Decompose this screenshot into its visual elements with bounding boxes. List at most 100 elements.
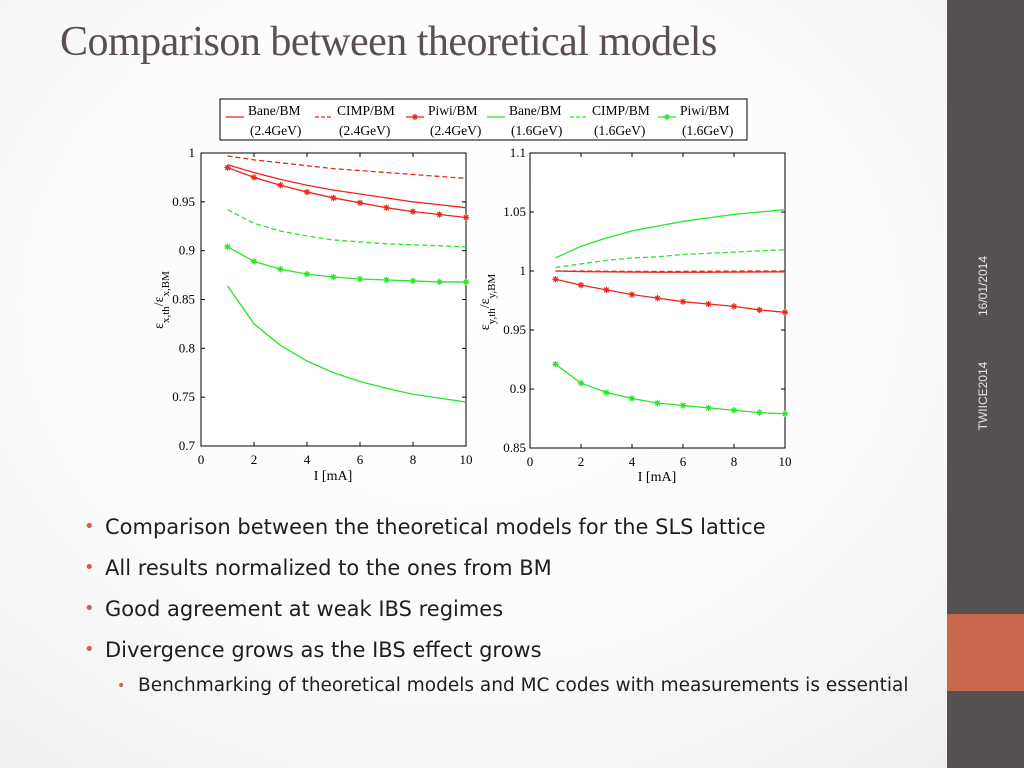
star-marker (277, 182, 284, 189)
series-line (227, 209, 467, 248)
star-marker (679, 298, 687, 305)
legend-entry: Piwi/BM (1.6GeV) (658, 103, 733, 138)
x-tick-label: 10 (460, 452, 473, 467)
star-marker (330, 273, 337, 281)
star-marker (462, 278, 470, 286)
bullet-dot: • (84, 516, 95, 537)
star-marker (383, 276, 390, 284)
star-marker (577, 281, 585, 289)
star-marker (224, 164, 231, 171)
series-line (555, 278, 786, 313)
x-tick-label: 0 (527, 454, 534, 469)
x-tick-label: 6 (680, 454, 687, 469)
bullet-text: All results normalized to the ones from … (105, 556, 552, 580)
series-line (555, 270, 786, 273)
star-marker (303, 188, 311, 196)
x-tick-label: 4 (304, 452, 311, 467)
bullet-dot: • (117, 678, 126, 694)
star-marker (552, 361, 559, 368)
x-tick-label: 8 (410, 452, 417, 467)
y-tick-label: 1 (520, 263, 527, 278)
x-tick-label: 2 (578, 454, 585, 469)
star-marker (224, 243, 231, 250)
legend-sublabel: (1.6GeV) (511, 123, 562, 138)
legend-label: Piwi/BM (680, 103, 730, 118)
x-tick-label: 8 (731, 454, 738, 469)
series-line (227, 246, 466, 283)
star-marker (436, 278, 443, 286)
legend-entry: CIMP/BM (2.4GeV) (315, 103, 395, 138)
sidebar-accent-block (947, 614, 1024, 691)
star-marker (409, 208, 417, 215)
star-marker (250, 258, 258, 265)
left-ylabel: εx,th/εx,BM (152, 271, 172, 329)
y-tick-label: 1 (189, 145, 196, 160)
star-marker (730, 303, 738, 310)
side-date: 16/01/2014 (976, 255, 990, 317)
star-marker (436, 211, 443, 218)
y-tick-label: 0.85 (503, 440, 526, 455)
legend-sublabel: (1.6GeV) (682, 123, 733, 138)
bullet-text: Divergence grows as the IBS effect grows (105, 638, 542, 662)
star-marker (730, 407, 738, 414)
x-tick-label: 2 (251, 452, 258, 467)
star-marker (679, 402, 687, 409)
star-marker (628, 395, 636, 402)
y-tick-label: 0.7 (179, 438, 196, 453)
plot-y-emittance: 0 2 4 6 8 10 0.85 0.9 0.95 1 1.05 1.1 I [mA] εy,th/… (478, 145, 792, 485)
x-tick-label: 4 (629, 454, 636, 469)
bullet-dot: • (84, 557, 95, 578)
y-tick-label: 1.1 (510, 145, 526, 160)
star-marker (303, 270, 311, 278)
legend-sublabel: (2.4GeV) (339, 123, 390, 138)
star-marker (654, 294, 661, 302)
legend-entry: CIMP/BM (1.6GeV) (570, 103, 650, 138)
right-xlabel: I [mA] (638, 470, 677, 485)
side-event: TWIICE2014 (976, 361, 990, 431)
legend-label: Bane/BM (248, 103, 301, 118)
star-marker (356, 199, 364, 207)
star-marker (277, 266, 284, 273)
star-marker (756, 306, 763, 314)
star-marker (462, 214, 470, 221)
legend-label: CIMP/BM (337, 103, 395, 118)
y-tick-label: 0.9 (179, 243, 195, 258)
star-marker (603, 286, 610, 294)
bullet-item: • Good agreement at weak IBS regimes (84, 594, 914, 624)
bullet-item: • Divergence grows as the IBS effect grow… (84, 635, 914, 665)
y-tick-label: 0.95 (503, 322, 526, 337)
series-line (226, 285, 467, 403)
star-marker (356, 275, 364, 283)
star-marker (628, 291, 636, 298)
legend-label: CIMP/BM (592, 103, 650, 118)
series-line (555, 208, 786, 259)
y-tick-label: 1.05 (503, 204, 526, 219)
series-line (555, 249, 786, 269)
bullet-list: • Comparison between the theoretical mode… (84, 512, 914, 711)
star-marker (330, 194, 337, 202)
bullet-text: Benchmarking of theoretical models and M… (138, 675, 909, 696)
series-line (227, 155, 467, 180)
bullet-text: Good agreement at weak IBS regimes (105, 597, 504, 621)
series-line (555, 363, 786, 415)
y-tick-label: 0.85 (172, 292, 195, 307)
star-marker (781, 410, 789, 417)
star-marker (383, 204, 390, 211)
bullet-dot: • (84, 598, 95, 619)
plot-x-emittance: 0 2 4 6 8 10 0.7 0.75 0.8 0.85 0.9 0.95 1 I [mA] εx,… (152, 145, 473, 484)
star-marker (603, 389, 610, 396)
star-marker (756, 409, 763, 416)
star-marker (412, 114, 418, 120)
legend-entry: Bane/BM (1.6GeV) (487, 103, 562, 138)
star-marker (409, 277, 417, 285)
legend-label: Piwi/BM (428, 103, 478, 118)
legend-entry: Bane/BM (2.4GeV) (226, 103, 301, 138)
sub-bullet-item: • Benchmarking of theoretical models and … (117, 672, 914, 700)
y-tick-label: 0.95 (172, 194, 195, 209)
bullet-item: • All results normalized to the ones from… (84, 553, 914, 583)
series-line (227, 167, 467, 219)
legend-sublabel: (1.6GeV) (594, 123, 645, 138)
y-tick-label: 0.75 (172, 389, 195, 404)
bullet-text: Comparison between the theoretical model… (105, 515, 766, 539)
legend: Bane/BM (2.4GeV) CIMP/BM (2.4GeV) Piwi/BM (2.… (219, 98, 748, 141)
